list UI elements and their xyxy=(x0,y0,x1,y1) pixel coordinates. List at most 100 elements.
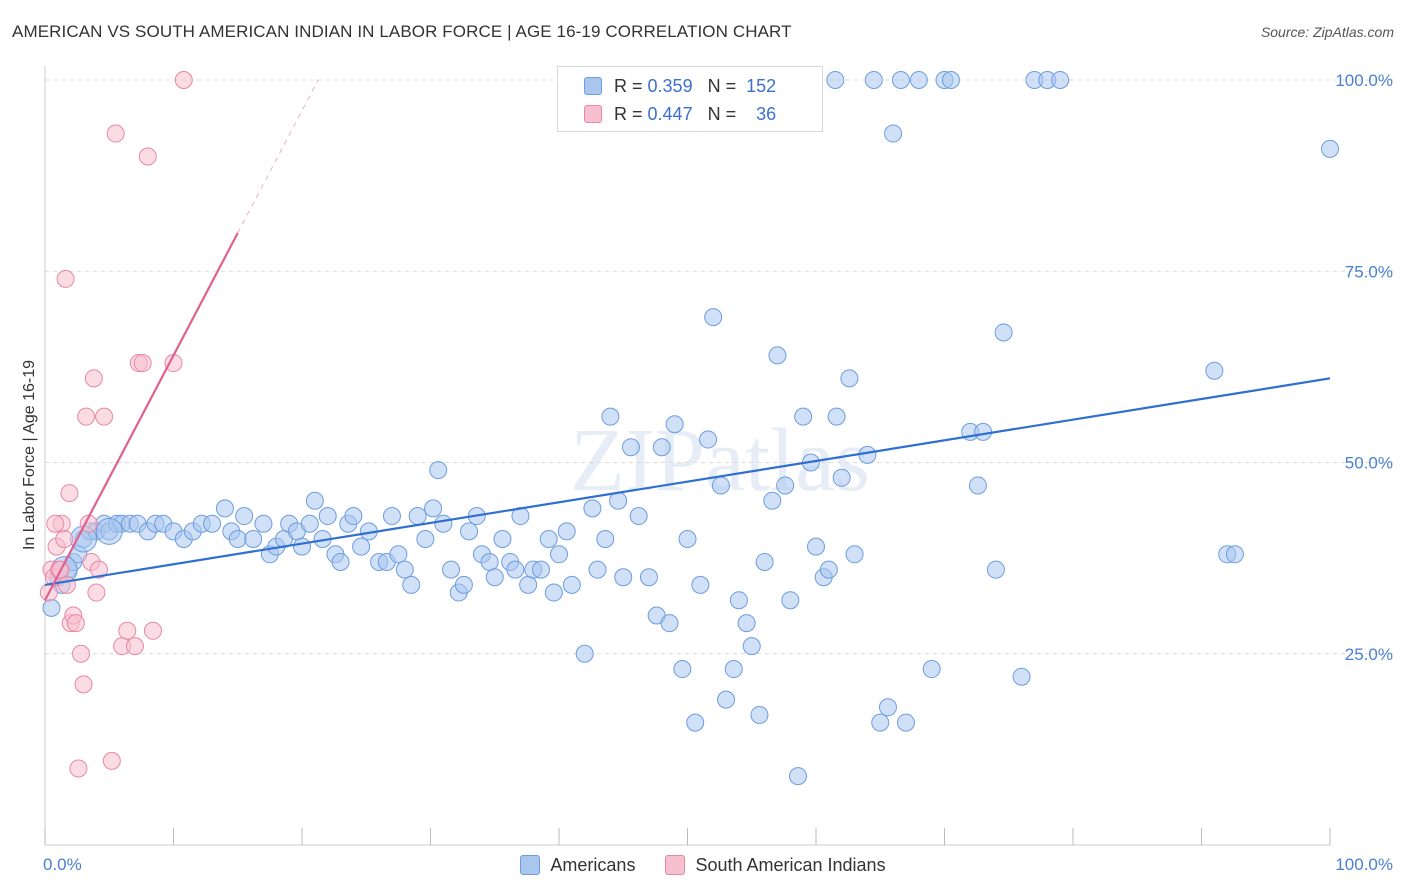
y-tick-label: 75.0% xyxy=(1345,262,1393,281)
data-point-americans xyxy=(826,71,845,89)
data-point-americans xyxy=(832,468,851,487)
data-point-americans xyxy=(352,537,371,556)
data-point-americans xyxy=(532,560,551,579)
data-point-americans xyxy=(293,537,311,556)
data-point-south-american-indians xyxy=(71,644,90,663)
data-point-americans xyxy=(691,575,710,594)
data-point-south-american-indians xyxy=(69,759,88,778)
data-point-americans xyxy=(968,476,987,495)
data-point-americans xyxy=(583,499,602,518)
data-point-south-american-indians xyxy=(133,354,152,373)
correlation-legend: R = 0.359 N = 152 R = 0.447 N = 36 xyxy=(557,66,823,132)
data-point-americans xyxy=(442,560,461,579)
data-point-americans xyxy=(776,476,795,495)
data-point-americans xyxy=(652,438,671,457)
tick-labels: 25.0% 50.0% 75.0% 100.0% 0.0% 100.0% xyxy=(43,71,1393,874)
data-point-americans xyxy=(807,537,825,556)
data-point-south-american-indians xyxy=(46,514,65,533)
data-point-americans xyxy=(827,407,846,426)
data-point-americans xyxy=(550,545,568,564)
data-point-americans xyxy=(941,71,960,89)
data-point-americans xyxy=(389,545,408,564)
y-tick-label: 25.0% xyxy=(1345,645,1393,664)
data-point-south-american-indians xyxy=(84,369,103,388)
data-point-americans xyxy=(408,507,427,526)
data-point-americans xyxy=(1225,545,1244,564)
n-label: N = xyxy=(707,75,737,96)
data-point-americans xyxy=(519,575,538,594)
data-point-americans xyxy=(539,530,558,548)
data-point-americans xyxy=(755,552,774,571)
data-point-americans xyxy=(434,514,453,533)
data-point-americans xyxy=(454,575,473,594)
data-point-americans xyxy=(1321,139,1339,158)
data-point-americans xyxy=(665,415,684,434)
r-value: 0.359 xyxy=(647,75,693,96)
data-point-americans xyxy=(588,560,607,579)
data-point-americans xyxy=(596,530,615,548)
data-point-americans xyxy=(763,491,782,510)
data-point-americans xyxy=(794,407,813,426)
data-point-south-american-indians xyxy=(60,484,79,503)
data-point-americans xyxy=(544,583,563,602)
data-point-americans xyxy=(717,690,736,709)
data-point-americans xyxy=(878,698,897,717)
data-point-americans xyxy=(215,499,234,518)
data-point-americans xyxy=(416,530,435,548)
south-american-indians-points xyxy=(39,71,193,778)
data-point-americans xyxy=(395,560,414,579)
legend-item-americans: Americans xyxy=(520,855,635,876)
y-tick-label: 100.0% xyxy=(1335,71,1393,90)
data-point-americans xyxy=(42,598,61,617)
data-point-americans xyxy=(429,461,448,480)
data-point-americans xyxy=(621,438,640,457)
data-point-americans xyxy=(575,644,594,663)
data-point-south-american-indians xyxy=(118,621,137,640)
n-value: 152 xyxy=(746,75,777,96)
data-point-americans xyxy=(244,530,263,548)
data-point-americans xyxy=(673,660,692,679)
data-point-south-american-indians xyxy=(89,560,108,579)
data-point-americans xyxy=(742,637,761,656)
series-legend: Americans South American Indians xyxy=(0,852,1406,878)
data-point-south-american-indians xyxy=(138,147,157,166)
data-point-americans xyxy=(986,560,1005,579)
data-point-south-american-indians xyxy=(55,530,74,548)
r-label: R = xyxy=(614,75,643,96)
data-point-south-american-indians xyxy=(77,407,96,426)
data-point-americans xyxy=(994,323,1013,342)
data-point-americans xyxy=(704,308,723,327)
data-point-americans xyxy=(629,507,648,526)
data-point-americans xyxy=(562,575,581,594)
data-point-americans xyxy=(95,517,123,545)
data-point-americans xyxy=(768,346,787,365)
data-point-americans xyxy=(922,660,941,679)
data-point-americans xyxy=(678,530,697,548)
data-point-south-american-indians xyxy=(143,621,162,640)
data-point-south-american-indians xyxy=(87,583,106,602)
data-point-americans xyxy=(891,71,910,89)
trend-line-americans xyxy=(44,377,1331,586)
trend-lines xyxy=(44,79,1331,601)
data-point-americans xyxy=(1012,667,1031,686)
data-point-americans xyxy=(871,713,890,732)
data-point-americans xyxy=(480,552,499,571)
data-point-south-american-indians xyxy=(125,637,144,656)
data-point-americans xyxy=(729,591,748,610)
data-point-americans xyxy=(1051,71,1070,89)
r-value: 0.447 xyxy=(647,103,693,124)
legend-swatch-pink xyxy=(584,105,602,123)
data-point-americans xyxy=(699,430,718,449)
source-label: Source: ZipAtlas.com xyxy=(1260,24,1394,40)
data-point-americans xyxy=(424,499,443,518)
data-point-south-american-indians xyxy=(95,407,114,426)
axes xyxy=(44,66,1331,846)
data-point-americans xyxy=(300,514,319,533)
n-label: N = xyxy=(707,103,737,124)
data-point-americans xyxy=(402,575,421,594)
data-point-south-american-indians xyxy=(174,71,193,89)
legend-swatch-blue xyxy=(584,77,602,95)
data-point-americans xyxy=(781,591,800,610)
data-point-americans xyxy=(819,560,838,579)
